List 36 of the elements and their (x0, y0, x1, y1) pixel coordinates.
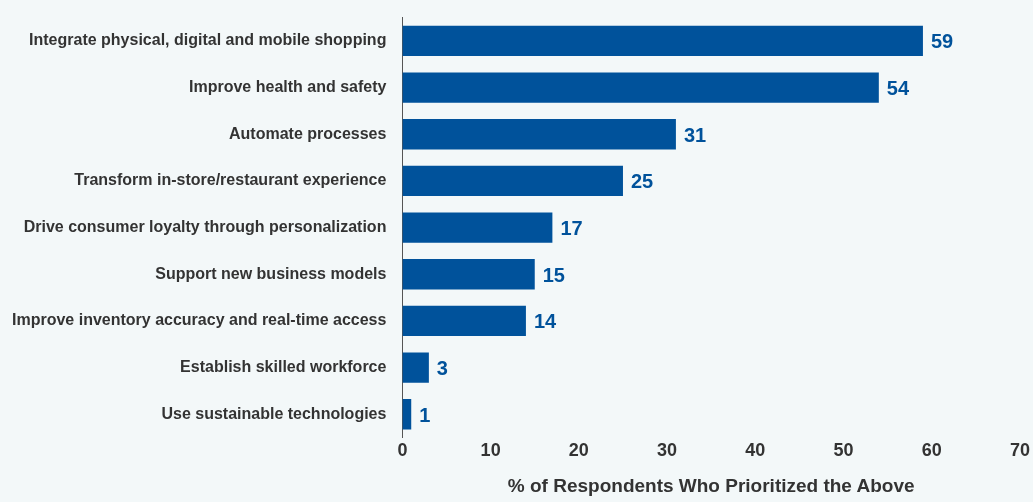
data-label: 14 (533, 310, 558, 333)
bar (402, 212, 553, 243)
y-tick-label: Use sustainable technologies (161, 404, 387, 422)
x-tick-label: 60 (921, 440, 942, 461)
x-tick-label: 40 (745, 440, 766, 461)
x-tick-label: 0 (397, 440, 408, 461)
y-tick-label: Drive consumer loyalty through personalization (23, 218, 387, 236)
y-tick-label: Improve health and safety (189, 78, 387, 96)
bar (402, 25, 923, 57)
x-tick-label: 70 (1009, 440, 1030, 461)
data-label: 17 (560, 217, 583, 240)
bar (402, 352, 429, 383)
x-tick-label: 20 (568, 440, 589, 461)
data-label: 15 (542, 263, 565, 286)
data-label: 1 (419, 403, 431, 426)
data-label: 25 (630, 170, 654, 193)
y-tick-label: Integrate physical, digital and mobile shopping (29, 31, 387, 49)
bar (402, 72, 879, 103)
y-tick-label: Automate processes (229, 124, 387, 142)
bar (402, 119, 676, 150)
data-label: 31 (683, 123, 707, 146)
bar (402, 259, 535, 290)
data-label: 59 (930, 30, 954, 53)
x-axis-title: % of Respondents Who Prioritized the Above (507, 474, 915, 496)
bar (402, 165, 623, 197)
bar (402, 399, 412, 430)
data-label: 54 (886, 77, 910, 100)
bar (402, 305, 526, 337)
x-tick-label: 10 (480, 440, 501, 461)
y-tick-label: Establish skilled workforce (180, 358, 387, 376)
y-tick-label: Transform in-store/restaurant experience (74, 171, 387, 189)
y-tick-label: Support new business models (155, 264, 387, 282)
data-label: 3 (436, 357, 448, 380)
y-tick-label: Improve inventory accuracy and real-time access (12, 311, 387, 329)
x-tick-label: 30 (657, 440, 678, 461)
x-tick-label: 50 (833, 440, 854, 461)
